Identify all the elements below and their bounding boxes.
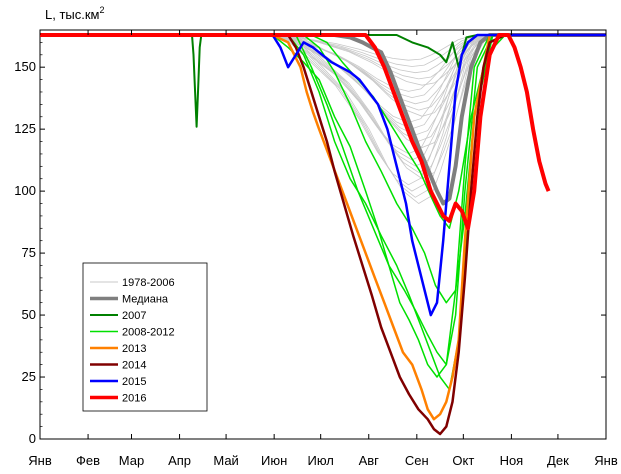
series-line-2007 bbox=[40, 34, 606, 128]
background-line bbox=[265, 34, 499, 186]
legend-label: 2008-2012 bbox=[122, 327, 175, 339]
y-axis-title: L, тыс.км2 bbox=[45, 5, 105, 22]
series-group bbox=[40, 33, 606, 436]
series-line-2008-2012 bbox=[40, 34, 606, 378]
x-tick-label: Ноя bbox=[500, 453, 524, 468]
y-tick-label: 100 bbox=[14, 183, 36, 198]
legend-label: 2016 bbox=[122, 393, 146, 405]
x-tick-label: Янв bbox=[594, 453, 618, 468]
x-tick-label: Окт bbox=[452, 453, 474, 468]
background-line bbox=[272, 34, 506, 198]
x-tick-label: Апр bbox=[168, 453, 191, 468]
legend-label: 2014 bbox=[122, 360, 146, 372]
x-tick-label: Июл bbox=[307, 453, 333, 468]
x-tick-label: Май bbox=[213, 453, 238, 468]
x-tick-label: Мар bbox=[119, 453, 144, 468]
legend-label: 2015 bbox=[122, 376, 146, 388]
y-tick-label: 0 bbox=[29, 431, 36, 446]
x-axis: Янв Фев Мар Апр Май Июн Июл Авг Сен Окт Ноя Дек Янв bbox=[28, 30, 618, 468]
x-tick-label: Июн bbox=[261, 453, 287, 468]
y-tick-label: 50 bbox=[22, 307, 36, 322]
legend-label: 2013 bbox=[122, 343, 146, 355]
series-line-2014 bbox=[40, 33, 606, 436]
legend-label: 1978-2006 bbox=[122, 277, 175, 289]
series-line-2016 bbox=[40, 33, 551, 231]
x-tick-label: Авг bbox=[359, 453, 380, 468]
x-tick-label: Янв bbox=[28, 453, 52, 468]
x-tick-label: Дек bbox=[547, 453, 569, 468]
series-line-2015 bbox=[40, 33, 606, 317]
series-line-медиана bbox=[40, 33, 606, 206]
background-line bbox=[269, 34, 502, 192]
series-line-2013 bbox=[40, 33, 606, 421]
y-tick-label: 75 bbox=[22, 245, 36, 260]
y-axis: 0 25 50 75 100 125 150 bbox=[14, 42, 606, 446]
x-tick-label: Сен bbox=[405, 453, 429, 468]
series-line-2008-2012 bbox=[40, 34, 606, 230]
legend: 1978-2006 Медиана 2007 2008-2012 2013 2014 201… bbox=[82, 262, 208, 412]
y-tick-label: 125 bbox=[14, 121, 36, 136]
legend-box bbox=[82, 262, 208, 412]
y-tick-label: 25 bbox=[22, 369, 36, 384]
y-tick-label: 150 bbox=[14, 59, 36, 74]
x-tick-label: Фев bbox=[76, 453, 100, 468]
legend-label: Медиана bbox=[122, 294, 169, 306]
legend-label: 2007 bbox=[122, 310, 146, 322]
series-line-2008-2012 bbox=[40, 34, 606, 366]
